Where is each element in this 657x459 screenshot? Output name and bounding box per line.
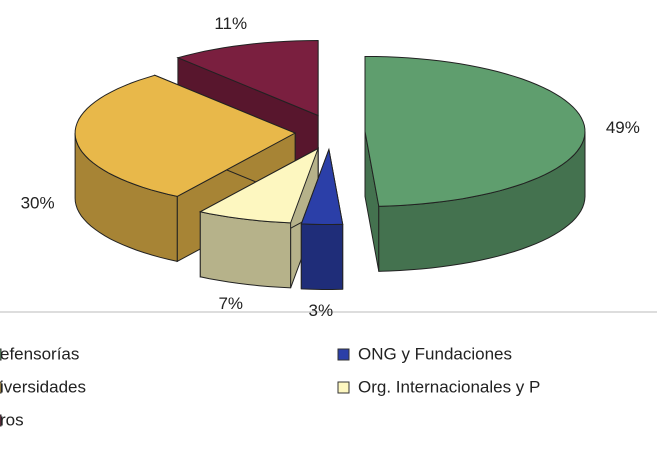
data-label: 7% — [218, 294, 243, 313]
slice — [198, 147, 320, 289]
data-label: 49% — [606, 118, 640, 137]
data-label: 11% — [214, 14, 247, 33]
legend-swatch — [337, 348, 350, 361]
slice-top — [300, 147, 344, 225]
slice-side — [300, 223, 344, 290]
legend-swatch — [0, 348, 2, 361]
slice — [300, 147, 344, 290]
slice-top — [176, 39, 319, 117]
data-label: 30% — [21, 194, 55, 213]
legend-label: Org. Internacionales y P — [358, 377, 540, 396]
slice — [364, 56, 586, 272]
legend-swatch — [0, 381, 2, 394]
slice-side — [199, 211, 292, 289]
slice-top — [364, 56, 586, 207]
legend-swatch — [337, 381, 350, 394]
legend-swatch — [0, 414, 2, 427]
slice-top — [198, 147, 320, 224]
legend-label: ros — [0, 410, 24, 429]
slice-top — [74, 74, 297, 197]
legend-label: iversidades — [0, 377, 86, 396]
legend-label: ONG y Fundaciones — [358, 344, 512, 363]
legend-label: efensorías — [0, 344, 79, 363]
data-label: 3% — [309, 301, 334, 320]
